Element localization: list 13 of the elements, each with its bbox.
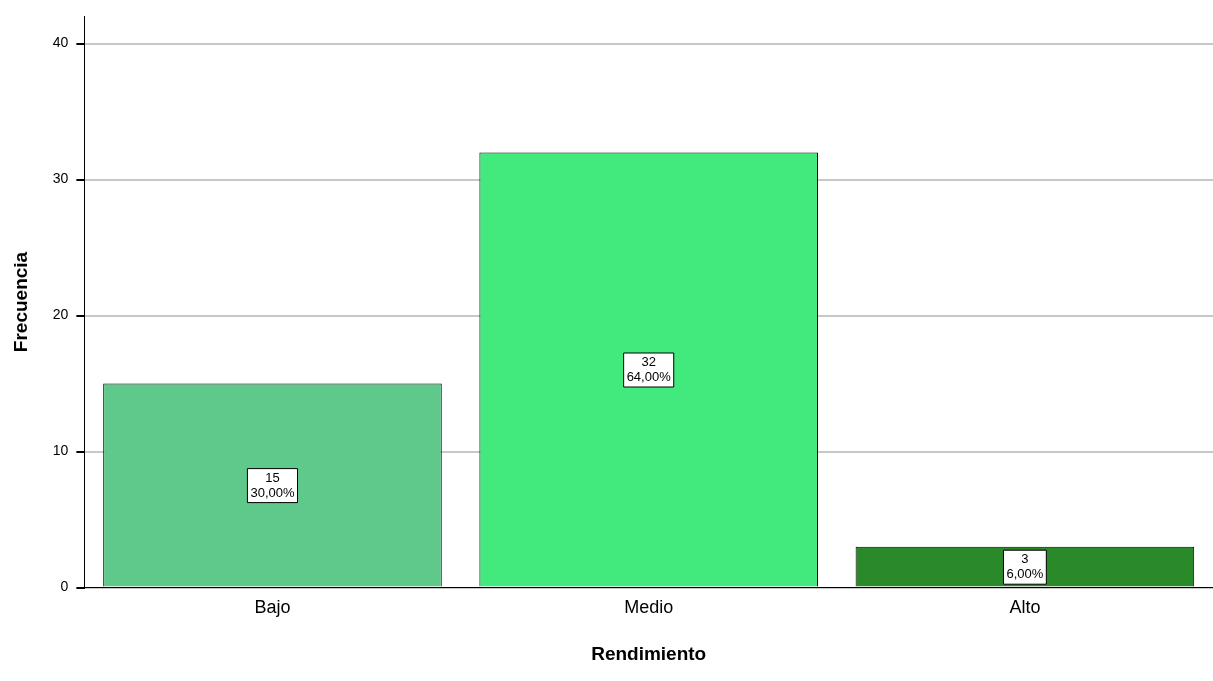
x-tick-label: Medio bbox=[624, 597, 674, 618]
y-tick-label: 0 bbox=[60, 578, 69, 595]
y-tick-label: 40 bbox=[52, 34, 69, 51]
y-tick-label: 10 bbox=[52, 442, 69, 459]
data-label: 32 64,00% bbox=[626, 354, 672, 385]
y-tick-label: 30 bbox=[52, 170, 69, 187]
x-tick-label: Alto bbox=[1009, 597, 1041, 618]
data-label: 15 30,00% bbox=[250, 469, 295, 500]
y-axis-title: Frecuencia bbox=[9, 251, 31, 353]
x-tick-label: Bajo bbox=[254, 597, 291, 618]
x-axis-title: Rendimiento bbox=[591, 642, 707, 664]
y-tick-label: 20 bbox=[52, 306, 69, 323]
data-label: 3 6,00% bbox=[1006, 551, 1044, 582]
